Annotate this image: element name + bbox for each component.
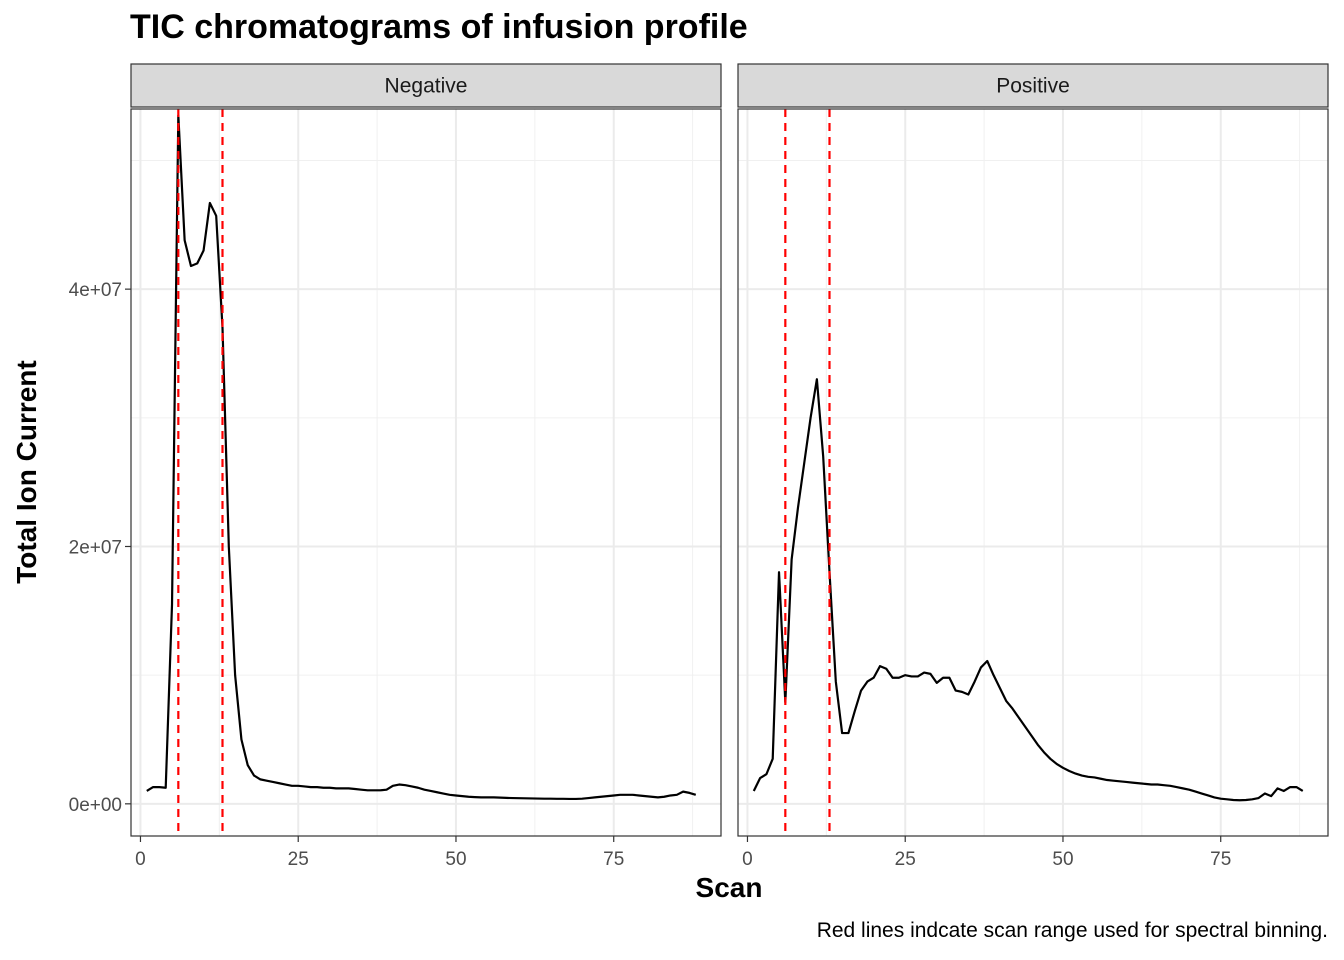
panel-background <box>738 109 1328 836</box>
panel-strip-label: Negative <box>385 75 468 98</box>
x-tick-label: 25 <box>895 849 916 870</box>
x-tick-label: 75 <box>1210 849 1231 870</box>
panel-border <box>737 108 1329 837</box>
y-axis-label: Total Ion Current <box>11 360 42 584</box>
y-tick-label: 2e+07 <box>69 537 122 558</box>
chart-caption: Red lines indcate scan range used for sp… <box>816 919 1328 942</box>
y-tick-label: 4e+07 <box>69 280 122 301</box>
series-line-positive <box>752 378 1304 802</box>
panel-strip <box>737 63 1329 108</box>
x-tick-label: 75 <box>603 849 624 870</box>
x-tick-label: 50 <box>445 849 466 870</box>
panel-background <box>131 109 721 836</box>
series-line-negative <box>146 114 697 801</box>
panel-strip <box>130 63 722 108</box>
y-tick-label: 0e+00 <box>69 795 122 816</box>
chart-title: TIC chromatograms of infusion profile <box>130 8 748 46</box>
x-tick-label: 25 <box>288 849 309 870</box>
x-tick-label: 0 <box>135 849 146 870</box>
panel-positive: Positive 0 25 50 75 <box>737 63 1329 870</box>
panel-border <box>130 108 722 837</box>
panel-negative: Negative 0 25 50 75 0e+00 2e+07 4e+07 <box>69 63 722 870</box>
panel-strip-label: Positive <box>996 75 1070 98</box>
x-axis-label: Scan <box>695 872 763 903</box>
x-tick-label: 0 <box>742 849 753 870</box>
x-tick-label: 50 <box>1052 849 1073 870</box>
